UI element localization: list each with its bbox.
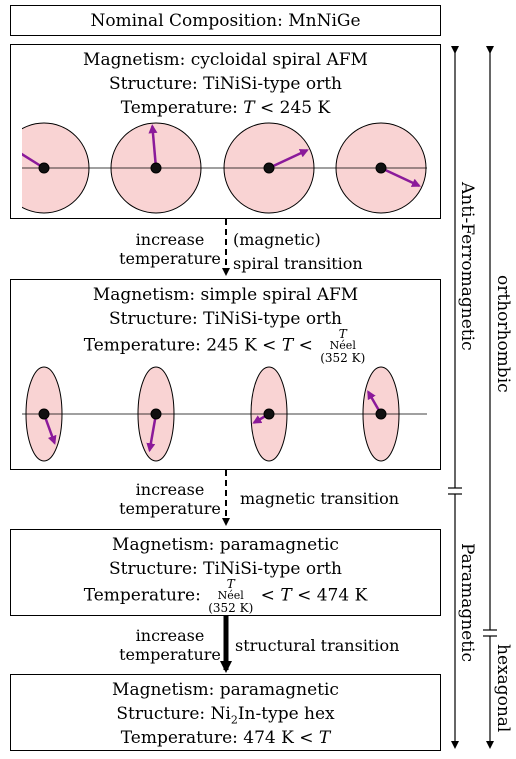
- atom-dot: [375, 408, 387, 420]
- transition-2-left-label: increase temperature: [119, 480, 221, 518]
- neel-temperature-fraction: T Néel (352 K): [208, 577, 254, 615]
- structure-label: Structure: Ni2In-type hex: [116, 704, 335, 727]
- spin-arrow: [148, 124, 158, 169]
- spin-arrow: [22, 152, 45, 170]
- magnetism-label: Magnetism: paramagnetic: [112, 535, 339, 555]
- cycloidal-spin-panel: [22, 122, 427, 214]
- structure-label: Structure: TiNiSi-type orth: [108, 309, 342, 329]
- atom-dot: [375, 162, 387, 174]
- atom-dot: [263, 408, 275, 420]
- spin-arrow: [146, 413, 158, 453]
- transition-1-left-label: increase temperature: [119, 230, 221, 268]
- structure-label: Structure: TiNiSi-type orth: [108, 559, 342, 579]
- atom-dot: [263, 162, 275, 174]
- magnetism-label: Magnetism: cycloidal spiral AFM: [83, 50, 368, 70]
- transition-3-left-label: increase temperature: [119, 626, 221, 664]
- composition-label: Nominal Composition: MnNiGe: [90, 11, 361, 31]
- transition-1-right-label: (magnetic) spiral transition: [233, 230, 363, 273]
- atom-dot: [150, 408, 162, 420]
- atom-dot: [38, 408, 50, 420]
- atom-dot: [150, 162, 162, 174]
- state-box-paramagnetic-orth: Magnetism: paramagnetic Structure: TiNiS…: [10, 529, 441, 616]
- neel-temperature-fraction: T Néel (352 K): [320, 327, 366, 365]
- temperature-label: Temperature: 474 K < T: [120, 728, 331, 748]
- spin-arrow: [380, 166, 421, 187]
- spin-arrow: [268, 149, 309, 170]
- atom-dot: [38, 162, 50, 174]
- magnetism-label: Magnetism: paramagnetic: [112, 680, 339, 700]
- temperature-label: Temperature: 245 K < T < T Néel (352 K): [83, 327, 366, 365]
- composition-box: Nominal Composition: MnNiGe: [10, 5, 441, 36]
- temperature-label: Temperature: T Néel (352 K) < T < 474 K: [83, 577, 368, 615]
- magnetism-label: Magnetism: simple spiral AFM: [92, 285, 359, 305]
- transition-2-right-label: magnetic transition: [240, 489, 400, 508]
- state-box-paramagnetic-hex: Magnetism: paramagnetic Structure: Ni2In…: [10, 674, 441, 751]
- temperature-label: Temperature: T < 245 K: [120, 98, 331, 118]
- structure-label: Structure: TiNiSi-type orth: [108, 74, 342, 94]
- transition-3-right-label: structural transition: [235, 636, 400, 655]
- simple-spiral-spin-panel: [22, 366, 427, 462]
